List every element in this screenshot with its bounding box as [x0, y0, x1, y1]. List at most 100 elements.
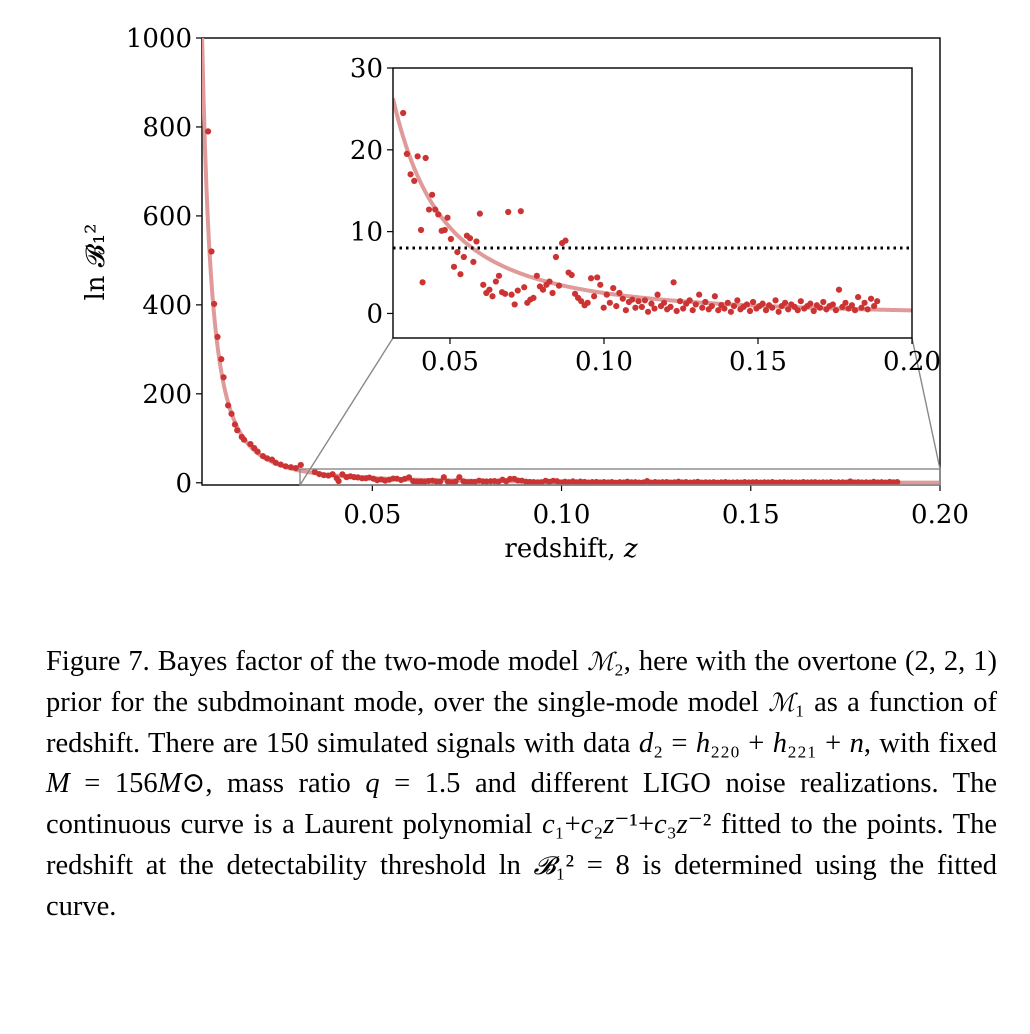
inset-data-point: [696, 291, 703, 298]
inset-data-point: [635, 298, 642, 305]
inset-data-point: [644, 308, 652, 315]
zoom-connector-left: [299, 337, 394, 486]
inset-data-point: [743, 301, 751, 308]
inset-data-point: [606, 299, 613, 306]
caption-line: are 150 simulated signals with data d₂ =…: [222, 727, 871, 759]
inset-data-point: [797, 298, 804, 305]
main-data-point: [277, 461, 284, 468]
caption-line: the single-mode model ℳ₁ as a function o…: [46, 686, 998, 759]
inset-data-point: [613, 302, 620, 310]
inset-data-point: [715, 307, 722, 314]
inset-data-point: [591, 293, 598, 300]
inset-data-point: [785, 306, 792, 313]
inset-data-point: [435, 211, 442, 218]
x-axis-label-text: redshift,: [504, 534, 623, 564]
inset-data-point: [816, 304, 824, 311]
main-data-point: [240, 436, 248, 443]
main-data-point: [231, 421, 239, 428]
inset-data-point: [772, 297, 779, 304]
inset-data-point: [746, 307, 754, 315]
inset-data-point: [842, 299, 849, 306]
inset-points-layer: [400, 109, 881, 315]
inset-data-point: [619, 295, 626, 302]
inset-data-point: [727, 308, 734, 315]
inset-data-point: [848, 302, 856, 309]
inset-data-point: [514, 287, 521, 294]
inset-data-point: [597, 281, 604, 288]
inset-data-point: [654, 291, 661, 298]
inset-data-point: [794, 307, 801, 314]
inset-data-point: [419, 279, 426, 286]
main-data-point: [225, 402, 232, 409]
inset-data-point: [447, 235, 455, 243]
inset-data-point: [769, 304, 776, 311]
inset-data-point: [511, 301, 518, 308]
inset-data-point: [407, 171, 414, 178]
inset-data-point: [762, 307, 770, 314]
inset-data-point: [587, 275, 595, 282]
main-data-point: [220, 374, 227, 381]
main-data-point: [247, 440, 254, 448]
inset-data-point: [562, 237, 569, 244]
caption-line: polynomial c₁+c₂z⁻¹+c₃z⁻² fitted to the …: [46, 809, 997, 881]
inset-data-point: [578, 298, 585, 305]
inset-data-point: [692, 301, 699, 308]
main-data-point: [218, 356, 225, 363]
inset-data-point: [411, 177, 418, 185]
main-y-tick-label: 0: [175, 469, 192, 499]
inset-data-point: [489, 293, 496, 300]
main-data-point: [287, 464, 295, 471]
inset-y-tick-label: 20: [350, 136, 383, 166]
caption-line: Figure 7. Bayes factor of the two-mode m…: [46, 646, 747, 677]
inset-data-point: [454, 248, 461, 256]
main-y-tick-label: 800: [142, 113, 192, 143]
inset-data-point: [429, 191, 436, 198]
inset-data-point: [721, 305, 728, 312]
inset-y-tick-label: 0: [366, 299, 383, 329]
main-data-point: [329, 471, 336, 478]
inset-data-point: [629, 296, 636, 303]
inset-data-point: [711, 293, 718, 300]
inset-data-point: [432, 206, 439, 213]
main-data-point: [405, 474, 413, 481]
inset-data-point: [680, 305, 687, 312]
main-data-point: [272, 459, 279, 466]
inset-plot-background: [393, 68, 912, 338]
inset-data-point: [759, 300, 766, 307]
inset-x-tick-label: 0.15: [729, 347, 787, 377]
inset-data-point: [820, 298, 827, 306]
main-data-point: [234, 427, 241, 434]
inset-data-point: [855, 293, 862, 301]
main-data-point: [456, 474, 463, 481]
inset-data-point: [702, 298, 709, 306]
inset-data-point: [450, 263, 458, 270]
main-data-point: [204, 128, 212, 135]
inset-data-point: [549, 289, 556, 297]
inset-data-point: [505, 208, 512, 216]
inset-data-point: [492, 278, 499, 285]
x-axis-label: redshift, z: [504, 534, 637, 564]
inset-x-tick-label: 0.05: [421, 347, 479, 377]
inset-data-point: [749, 298, 757, 306]
inset-data-point: [521, 284, 528, 291]
inset-data-point: [552, 253, 560, 261]
caption-line: LIGO noise realizations. The continuous …: [46, 768, 997, 841]
inset-data-point: [594, 274, 601, 281]
inset-data-point: [414, 153, 421, 160]
main-data-point: [228, 410, 235, 417]
inset-data-point: [568, 271, 575, 279]
main-x-tick-label: 0.15: [722, 500, 780, 530]
inset-data-point: [480, 281, 487, 288]
main-data-point: [440, 474, 447, 481]
inset-data-point: [470, 258, 477, 266]
inset-data-point: [417, 226, 425, 234]
main-y-tick-label: 1000: [126, 24, 192, 54]
inset-data-point: [641, 297, 649, 304]
main-data-point: [264, 455, 271, 462]
main-data-point: [452, 478, 459, 485]
inset-data-point: [871, 302, 878, 310]
inset-x-tick-label: 0.20: [883, 347, 941, 377]
main-data-point: [282, 463, 289, 470]
